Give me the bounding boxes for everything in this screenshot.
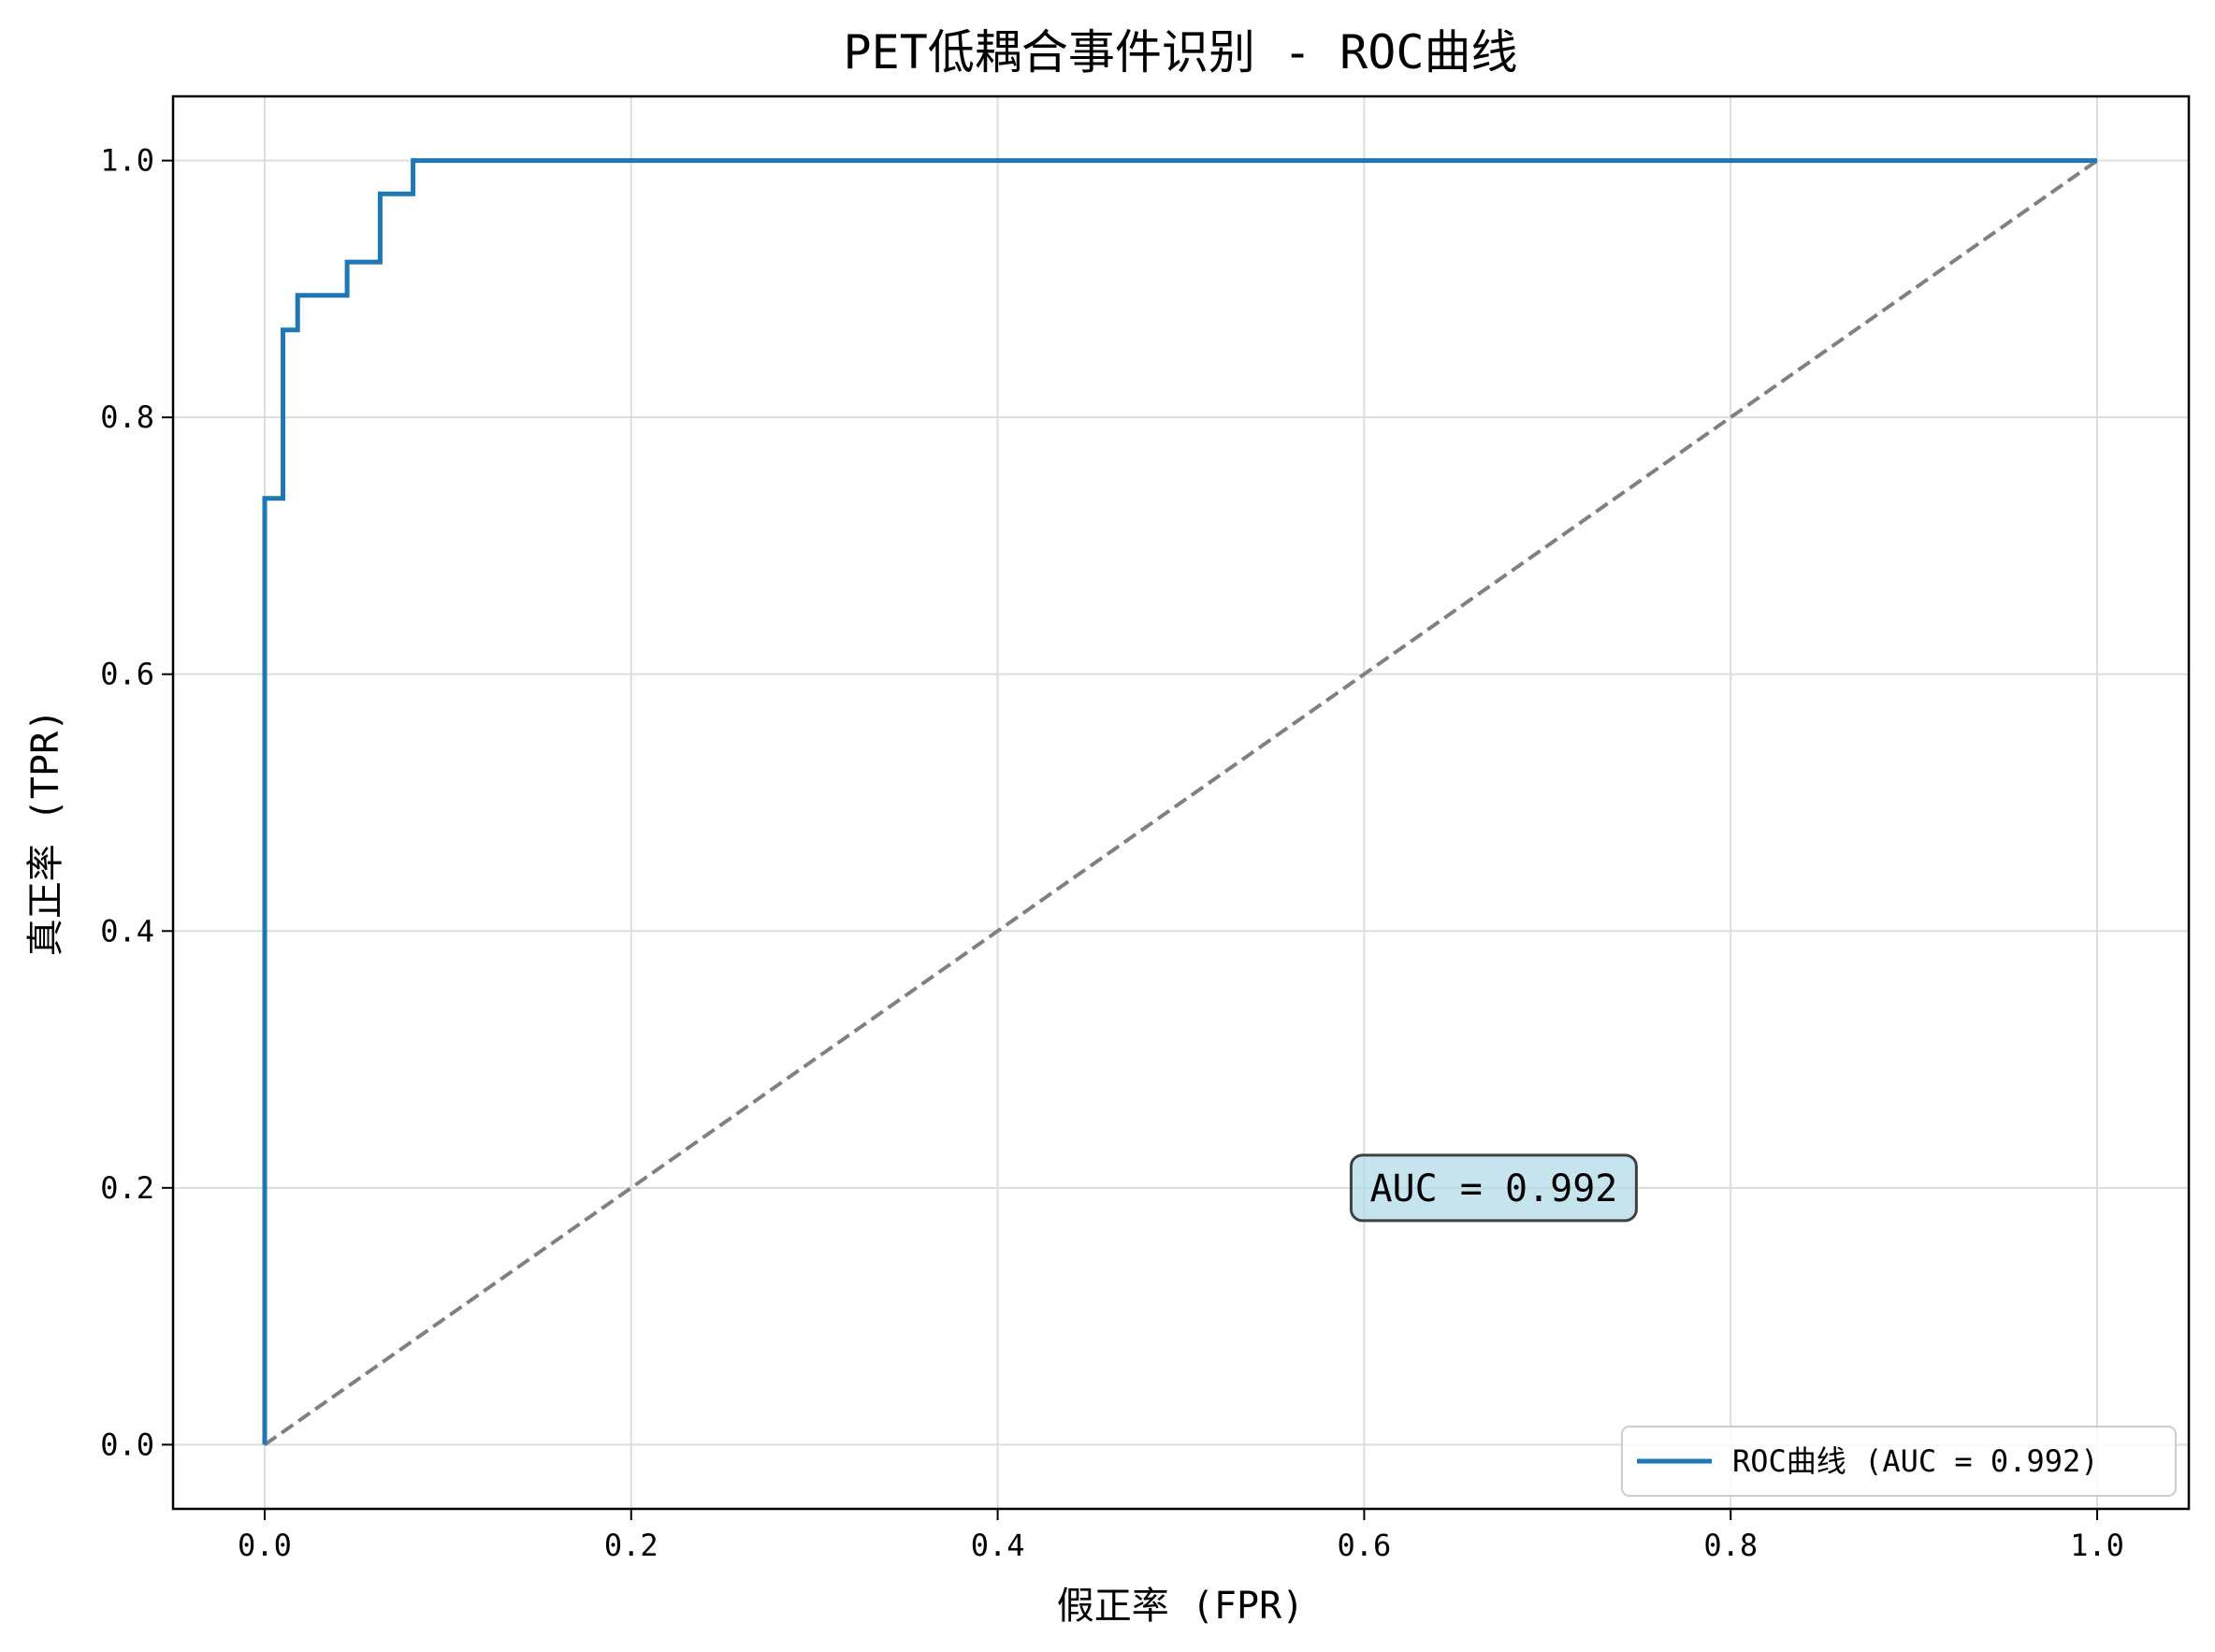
y-tick-label: 0.4	[100, 913, 154, 949]
legend-label: ROC曲线 (AUC = 0.992)	[1732, 1443, 2099, 1479]
chart-title: PET低耦合事件识别 - ROC曲线	[844, 25, 1518, 80]
x-tick-label: 0.0	[238, 1528, 292, 1563]
plot-frame	[171, 94, 2191, 1511]
x-tick-label: 0.2	[604, 1528, 659, 1563]
annotation-box	[1349, 1153, 1638, 1223]
y-tick-label: 0.2	[100, 1170, 154, 1206]
diagonal-reference-line	[263, 158, 2099, 1447]
auc-annotation: AUC = 0.992	[1349, 1153, 1638, 1223]
x-axis-label: 假正率 (FPR)	[1057, 1585, 1305, 1628]
axis-ticks: 0.0 0.2 0.4 0.6 0.8 1.0 0.0 0.2 0.4 0.6 0.8 1.0	[100, 143, 2124, 1563]
legend-box	[1621, 1426, 2177, 1497]
y-tick-label: 0.0	[100, 1427, 154, 1462]
annotation-text: AUC = 0.992	[1369, 1167, 1617, 1210]
roc-curve-line	[262, 158, 2097, 1445]
y-tick-label: 0.8	[100, 399, 154, 435]
x-tick-label: 1.0	[2070, 1528, 2124, 1563]
y-tick-label: 1.0	[100, 143, 154, 179]
y-axis-label: 真正率 (TPR)	[24, 709, 67, 957]
x-tick-label: 0.6	[1338, 1528, 1392, 1563]
y-tick-label: 0.6	[100, 657, 154, 692]
x-tick-label: 0.4	[971, 1528, 1025, 1563]
legend: ROC曲线 (AUC = 0.992)	[1621, 1426, 2177, 1497]
x-tick-label: 0.8	[1703, 1528, 1758, 1563]
series-layer	[262, 158, 2099, 1447]
